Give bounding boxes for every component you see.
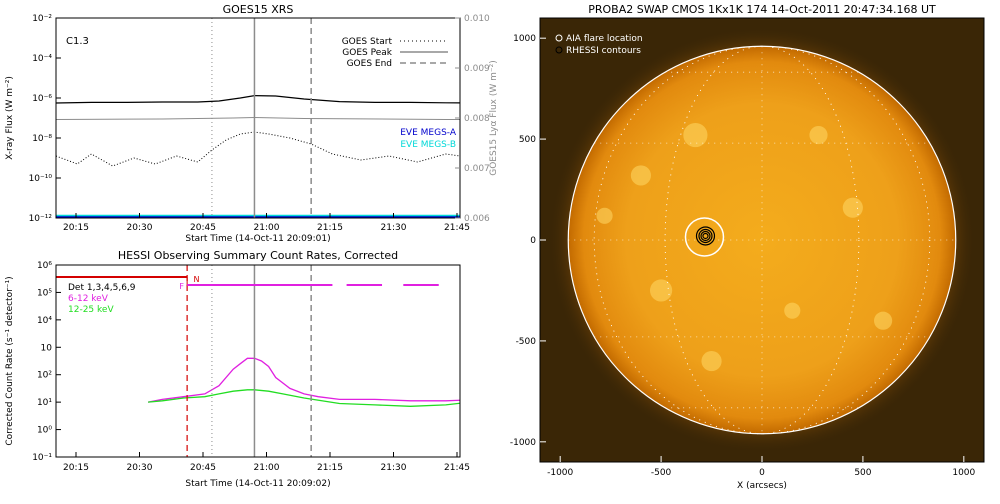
goes-x-tick-label: 20:15: [63, 223, 89, 233]
goes-y2-label: GOES15 Lyα Flux (W m⁻²): [489, 60, 499, 176]
legend-goes-start: GOES Start: [342, 37, 393, 47]
hessi-x-tick-label: 21:00: [254, 463, 280, 473]
legend-rhessi-contours: RHESSI contours: [566, 46, 641, 56]
hessi-x-tick-label: 21:15: [317, 463, 343, 473]
goes-y-tick-label: 10⁻⁴: [32, 54, 52, 64]
goes-legend: GOES Start GOES Peak GOES End EVE MEGS-A…: [342, 37, 457, 150]
legend-eve-megs-a: EVE MEGS-A: [400, 128, 457, 138]
swap-y-tick-label: 1000: [513, 34, 536, 44]
goes-y2-tick-label: 0.007: [464, 164, 490, 174]
hessi-n-flag-label: N: [194, 275, 200, 284]
hessi-y-tick-label: 10⁳: [41, 343, 53, 353]
sun-active-region-5: [701, 351, 721, 371]
hessi-y-tick-label: 10⁰: [37, 426, 52, 436]
swap-image-panel: PROBA2 SWAP CMOS 1Kx1K 174 14-Oct-2011 2…: [510, 3, 984, 491]
hessi-x-ticks: 20:15 20:30 20:45 21:00 21:15 21:30 21:45: [63, 452, 470, 473]
hessi-y-tick-label: 10⁶: [37, 261, 52, 271]
legend-aia-flare: AIA flare location: [566, 34, 643, 44]
swap-sun-image: [540, 18, 984, 462]
hessi-y-tick-label: 10⁵: [37, 288, 52, 298]
goes-x-label: Start Time (14-Oct-11 20:09:01): [185, 234, 330, 244]
goes-y-label: X-ray Flux (W m⁻²): [5, 76, 15, 160]
sun-active-region-8: [784, 303, 800, 319]
hessi-y-tick-label: 10²: [37, 371, 52, 381]
hessi-y-tick-label: 10⁴: [37, 316, 52, 326]
legend-hessi-6-12: 6-12 keV: [68, 294, 109, 304]
goes-x-tick-label: 21:45: [444, 223, 470, 233]
sun-active-region-4: [650, 279, 672, 301]
goes-y-tick-label: 10⁻¹⁰: [29, 174, 53, 184]
legend-goes-peak: GOES Peak: [342, 48, 392, 58]
hessi-title: HESSI Observing Summary Count Rates, Cor…: [118, 249, 398, 262]
sun-active-region-0: [683, 123, 707, 147]
swap-x-tick-label: 0: [759, 468, 765, 478]
swap-x-tick-label: -1000: [547, 468, 573, 478]
hessi-x-tick-label: 21:30: [381, 463, 407, 473]
hessi-y-label: Corrected Count Rate (s⁻¹ detector⁻¹): [5, 276, 15, 445]
hessi-x-tick-label: 20:15: [63, 463, 89, 473]
sun-active-region-2: [809, 126, 827, 144]
goes-y-tick-label: 10⁻⁶: [32, 94, 52, 104]
goes-y-tick-label: 10⁻⁸: [32, 134, 52, 144]
swap-x-label: X (arcsecs): [737, 481, 787, 491]
hessi-panel: HESSI Observing Summary Count Rates, Cor…: [5, 249, 623, 489]
hessi-x-tick-label: 20:45: [190, 463, 216, 473]
swap-x-tick-label: 500: [854, 468, 871, 478]
goes-x-tick-label: 21:15: [317, 223, 343, 233]
hessi-y-ticks: 10⁶ 10⁵ 10⁴ 10⁳ 10² 10¹ 10⁰ 10⁻¹: [32, 261, 61, 463]
hessi-y-tick-label: 10¹: [37, 398, 52, 408]
hessi-plot-area: NF: [56, 265, 623, 457]
swap-y-tick-label: -1000: [510, 438, 536, 448]
hessi-x-tick-label: 21:45: [444, 463, 470, 473]
hessi-f-flag-label: F: [179, 282, 184, 291]
legend-goes-end: GOES End: [347, 59, 392, 69]
goes-x-tick-label: 21:30: [381, 223, 407, 233]
swap-x-tick-label: -500: [651, 468, 672, 478]
sun-disk: [568, 46, 955, 433]
hessi-y-tick-label: 10⁻¹: [32, 453, 52, 463]
goes-flare-class: C1.3: [66, 36, 89, 47]
hessi-x-tick-label: 20:30: [127, 463, 153, 473]
goes-x-tick-label: 21:00: [254, 223, 280, 233]
sun-active-region-7: [597, 208, 613, 224]
legend-hessi-detectors: Det 1,3,4,5,6,9: [68, 283, 136, 293]
goes-x-tick-label: 20:45: [190, 223, 216, 233]
hessi-frame: [56, 265, 460, 457]
legend-eve-megs-b: EVE MEGS-B: [400, 140, 456, 150]
goes-title: GOES15 XRS: [223, 3, 294, 16]
hessi-x-label: Start Time (14-Oct-11 20:09:02): [185, 479, 330, 489]
sun-active-region-1: [631, 165, 651, 185]
sun-active-region-3: [843, 198, 863, 218]
swap-y-tick-label: 500: [519, 135, 536, 145]
legend-hessi-12-25: 12-25 keV: [68, 305, 114, 315]
goes-y2-tick-label: 0.006: [464, 214, 490, 224]
hessi-legend: Det 1,3,4,5,6,9 6-12 keV 12-25 keV: [68, 283, 136, 315]
swap-y-tick-label: 0: [530, 236, 536, 246]
goes-y2-tick-label: 0.010: [464, 14, 490, 24]
swap-title: PROBA2 SWAP CMOS 1Kx1K 174 14-Oct-2011 2…: [588, 3, 936, 16]
goes-y2-tick-label: 0.009: [464, 64, 490, 74]
goes-x-tick-label: 20:30: [127, 223, 153, 233]
swap-y-tick-label: -500: [516, 337, 537, 347]
goes-y-tick-label: 10⁻¹²: [29, 214, 53, 224]
goes-y-tick-label: 10⁻²: [32, 14, 52, 24]
goes-y2-tick-label: 0.008: [464, 114, 490, 124]
swap-x-tick-label: 1000: [952, 468, 975, 478]
sun-active-region-6: [874, 312, 892, 330]
